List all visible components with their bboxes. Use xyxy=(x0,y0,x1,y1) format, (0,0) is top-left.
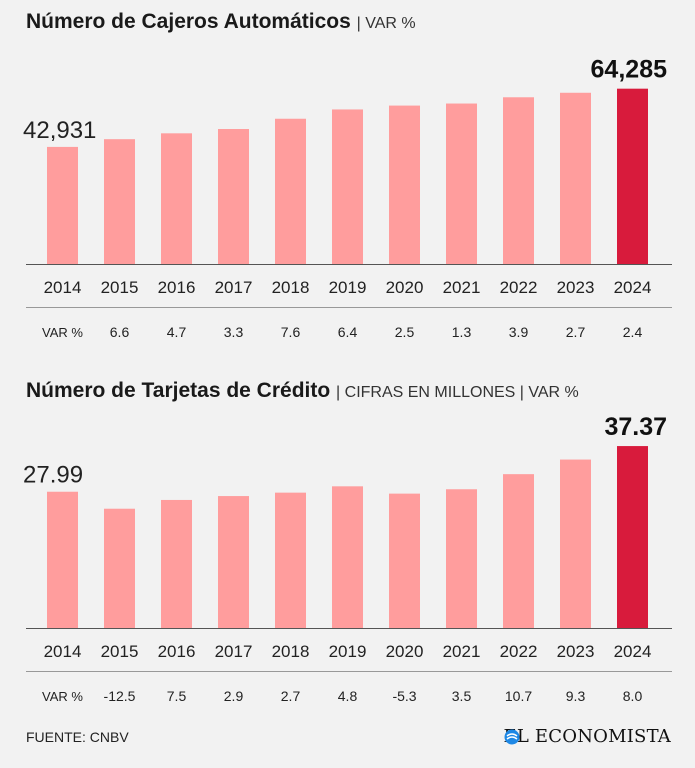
x-tick-label: 2015 xyxy=(101,278,139,297)
x-tick-label: 2021 xyxy=(443,642,481,661)
bar-2023 xyxy=(560,459,591,628)
bar-2022 xyxy=(503,474,534,628)
x-tick-label: 2024 xyxy=(614,642,652,661)
x-tick-label: 2023 xyxy=(557,642,595,661)
bar-chart-tarjetas: 27.99 37.37 2014 2015 2016 2017 2018 2019 2020 20… xyxy=(23,413,672,704)
var-value-2017: 2.9 xyxy=(224,688,244,704)
var-value-2019: 6.4 xyxy=(338,324,358,340)
bar-2019 xyxy=(332,486,363,628)
var-row-label: VAR % xyxy=(42,689,83,704)
bar-2018 xyxy=(275,492,306,628)
x-tick-label: 2023 xyxy=(557,278,595,297)
bar-2021 xyxy=(446,103,477,264)
var-value-2021: 3.5 xyxy=(452,688,472,704)
bar-2015 xyxy=(104,508,135,628)
publisher-logo: EL ECONOMISTA xyxy=(504,726,671,747)
x-tick-label: 2020 xyxy=(386,278,424,297)
var-value-2018: 2.7 xyxy=(281,688,301,704)
var-value-2020: -5.3 xyxy=(392,688,416,704)
bar-2023 xyxy=(560,92,591,264)
chart-title-tarjetas: Número de Tarjetas de Crédito | CIFRAS E… xyxy=(26,379,579,403)
bar-2019 xyxy=(332,109,363,264)
data-label-last: 37.37 xyxy=(604,413,667,441)
bar-2015 xyxy=(104,139,135,264)
var-value-2021: 1.3 xyxy=(452,324,472,340)
x-tick-label: 2018 xyxy=(272,278,310,297)
chart-title-cajeros: Número de Cajeros Automáticos | VAR % xyxy=(26,10,416,34)
data-label-first: 27.99 xyxy=(23,462,83,489)
source-note: FUENTE: CNBV xyxy=(26,729,129,745)
x-tick-label: 2014 xyxy=(44,278,82,297)
var-value-2019: 4.8 xyxy=(338,688,358,704)
bar-2018 xyxy=(275,118,306,264)
bar-chart-cajeros: 42,931 64,285 2014 2015 2016 2017 2018 2019 2020… xyxy=(23,56,672,340)
var-value-2015: 6.6 xyxy=(110,324,130,340)
bar-2014 xyxy=(47,491,78,628)
data-label-first: 42,931 xyxy=(23,117,96,144)
x-tick-label: 2014 xyxy=(44,642,82,661)
var-value-2024: 8.0 xyxy=(623,688,643,704)
var-value-2016: 7.5 xyxy=(167,688,187,704)
var-value-2016: 4.7 xyxy=(167,324,187,340)
bar-2021 xyxy=(446,489,477,628)
var-value-2022: 3.9 xyxy=(509,324,529,340)
var-value-2023: 2.7 xyxy=(566,324,586,340)
logo-text: EL ECONOMISTA xyxy=(503,726,671,747)
var-value-2024: 2.4 xyxy=(623,324,643,340)
x-tick-label: 2016 xyxy=(158,278,196,297)
x-tick-label: 2018 xyxy=(272,642,310,661)
logo-mark-icon xyxy=(504,729,520,744)
bar-2017 xyxy=(218,496,249,628)
x-tick-label: 2015 xyxy=(101,642,139,661)
chart-title-text: Número de Tarjetas de Crédito xyxy=(26,379,331,402)
bar-2020 xyxy=(389,105,420,264)
var-value-2015: -12.5 xyxy=(104,688,136,704)
var-value-2020: 2.5 xyxy=(395,324,415,340)
bar-2024 xyxy=(617,88,648,264)
var-value-2017: 3.3 xyxy=(224,324,244,340)
bar-2022 xyxy=(503,97,534,264)
chart-subtitle: | VAR % xyxy=(356,15,416,32)
var-row-label: VAR % xyxy=(42,325,83,340)
chart-subtitle: | CIFRAS EN MILLONES | VAR % xyxy=(336,384,579,401)
x-tick-label: 2024 xyxy=(614,278,652,297)
chart-title-text: Número de Cajeros Automáticos xyxy=(26,10,351,33)
bar-2017 xyxy=(218,129,249,264)
bar-2016 xyxy=(161,499,192,628)
x-tick-label: 2022 xyxy=(500,642,538,661)
x-tick-label: 2019 xyxy=(329,278,367,297)
var-value-2022: 10.7 xyxy=(505,688,532,704)
x-tick-label: 2019 xyxy=(329,642,367,661)
x-tick-label: 2017 xyxy=(215,278,253,297)
var-value-2018: 7.6 xyxy=(281,324,301,340)
x-tick-label: 2017 xyxy=(215,642,253,661)
var-value-2023: 9.3 xyxy=(566,688,586,704)
bar-2024 xyxy=(617,446,648,628)
x-tick-label: 2016 xyxy=(158,642,196,661)
bar-2014 xyxy=(47,146,78,264)
bar-2016 xyxy=(161,133,192,264)
x-tick-label: 2021 xyxy=(443,278,481,297)
x-tick-label: 2022 xyxy=(500,278,538,297)
bar-2020 xyxy=(389,493,420,628)
data-label-last: 64,285 xyxy=(591,56,668,84)
x-tick-label: 2020 xyxy=(386,642,424,661)
